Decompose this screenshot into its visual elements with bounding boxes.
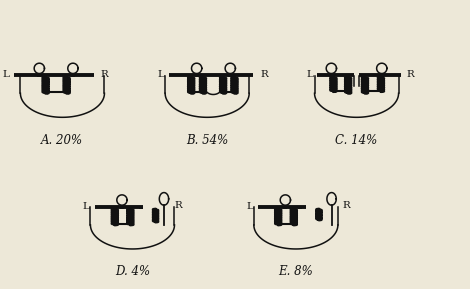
Text: L: L [306,71,313,79]
Text: A. 20%: A. 20% [41,134,84,147]
Text: R: R [175,201,182,210]
Text: D. 4%: D. 4% [115,265,150,278]
Text: L: L [83,202,90,211]
Text: E. 8%: E. 8% [279,265,313,278]
Text: L: L [157,71,164,79]
Text: R: R [101,70,108,79]
Text: R: R [343,201,350,210]
Text: B. 54%: B. 54% [186,134,228,147]
Text: R: R [407,70,414,79]
Text: L: L [246,202,253,211]
Text: L: L [2,71,9,79]
Text: R: R [260,70,268,79]
Text: C. 14%: C. 14% [336,134,378,147]
